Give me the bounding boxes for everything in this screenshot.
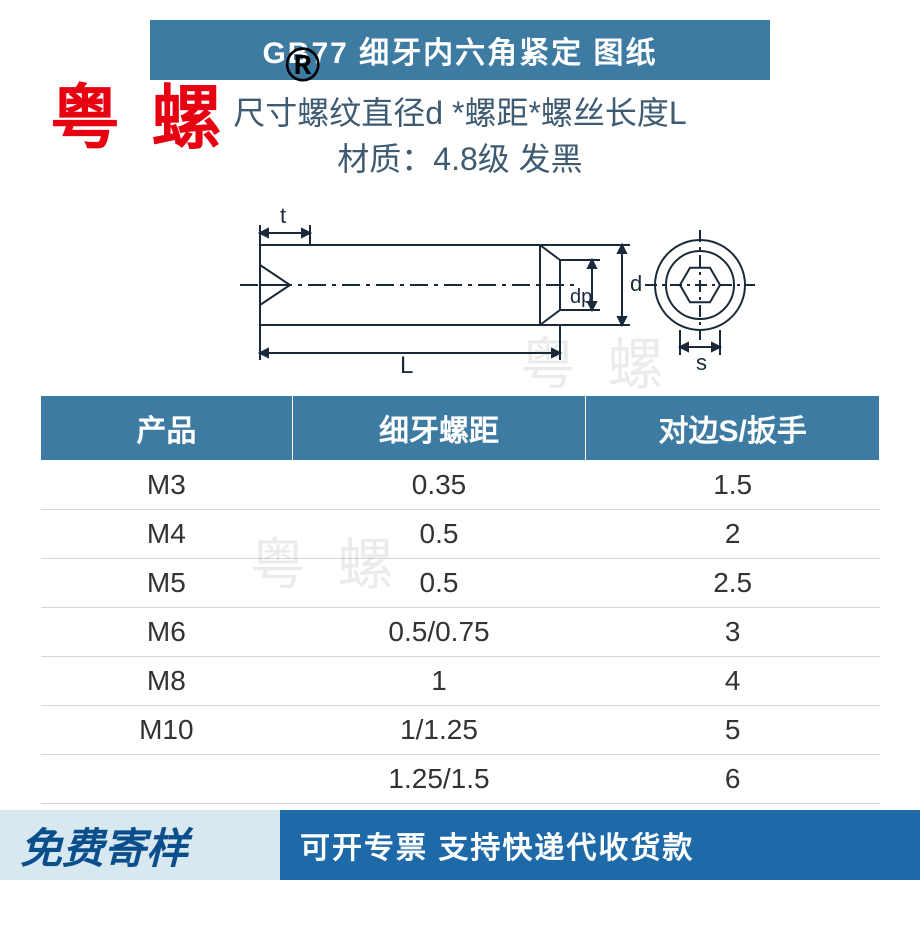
- table-cell: M6: [41, 607, 293, 656]
- table-cell: 0.35: [292, 460, 586, 509]
- footer-free-sample: 免费寄样: [0, 810, 280, 880]
- title-bar: GB77 细牙内六角紧定 图纸: [150, 20, 770, 80]
- table-cell: [41, 754, 293, 803]
- footer-bar: 免费寄样 可开专票 支持快递代收货款: [0, 810, 920, 880]
- col-product: 产品: [41, 395, 293, 460]
- table-cell: M3: [41, 460, 293, 509]
- table-cell: 5: [586, 705, 880, 754]
- title-text: GB77 细牙内六角紧定 图纸: [262, 37, 657, 70]
- table-cell: M5: [41, 558, 293, 607]
- registered-mark: ®: [285, 38, 320, 93]
- table-row: 1.25/1.56: [41, 754, 880, 803]
- table-cell: M10: [41, 705, 293, 754]
- col-wrench: 对边S/扳手: [586, 395, 880, 460]
- table-row: M814: [41, 656, 880, 705]
- table-cell: 4: [586, 656, 880, 705]
- table-row: M30.351.5: [41, 460, 880, 509]
- table-cell: 0.5: [292, 509, 586, 558]
- label-d: d: [630, 271, 642, 296]
- table-cell: 0.5: [292, 558, 586, 607]
- table-cell: 2.5: [586, 558, 880, 607]
- footer-services: 可开专票 支持快递代收货款: [280, 810, 920, 880]
- table-cell: 2: [586, 509, 880, 558]
- label-L: L: [400, 352, 413, 379]
- brand-overlay: 粤 螺: [50, 62, 227, 163]
- technical-diagram: t L dp d s: [0, 189, 920, 395]
- table-header-row: 产品 细牙螺距 对边S/扳手: [41, 395, 880, 460]
- label-t: t: [280, 203, 286, 228]
- table-cell: 0.5/0.75: [292, 607, 586, 656]
- table-row: M40.52: [41, 509, 880, 558]
- spec-table: 产品 细牙螺距 对边S/扳手 M30.351.5M40.52M50.52.5M6…: [40, 395, 880, 804]
- label-s: s: [696, 350, 707, 375]
- table-cell: 1: [292, 656, 586, 705]
- table-row: M60.5/0.753: [41, 607, 880, 656]
- table-row: M101/1.255: [41, 705, 880, 754]
- table-cell: 1.25/1.5: [292, 754, 586, 803]
- label-dp: dp: [570, 286, 592, 308]
- table-cell: 3: [586, 607, 880, 656]
- table-cell: M4: [41, 509, 293, 558]
- table-cell: 6: [586, 754, 880, 803]
- table-row: M50.52.5: [41, 558, 880, 607]
- table-cell: 1.5: [586, 460, 880, 509]
- table-cell: 1/1.25: [292, 705, 586, 754]
- col-pitch: 细牙螺距: [292, 395, 586, 460]
- table-cell: M8: [41, 656, 293, 705]
